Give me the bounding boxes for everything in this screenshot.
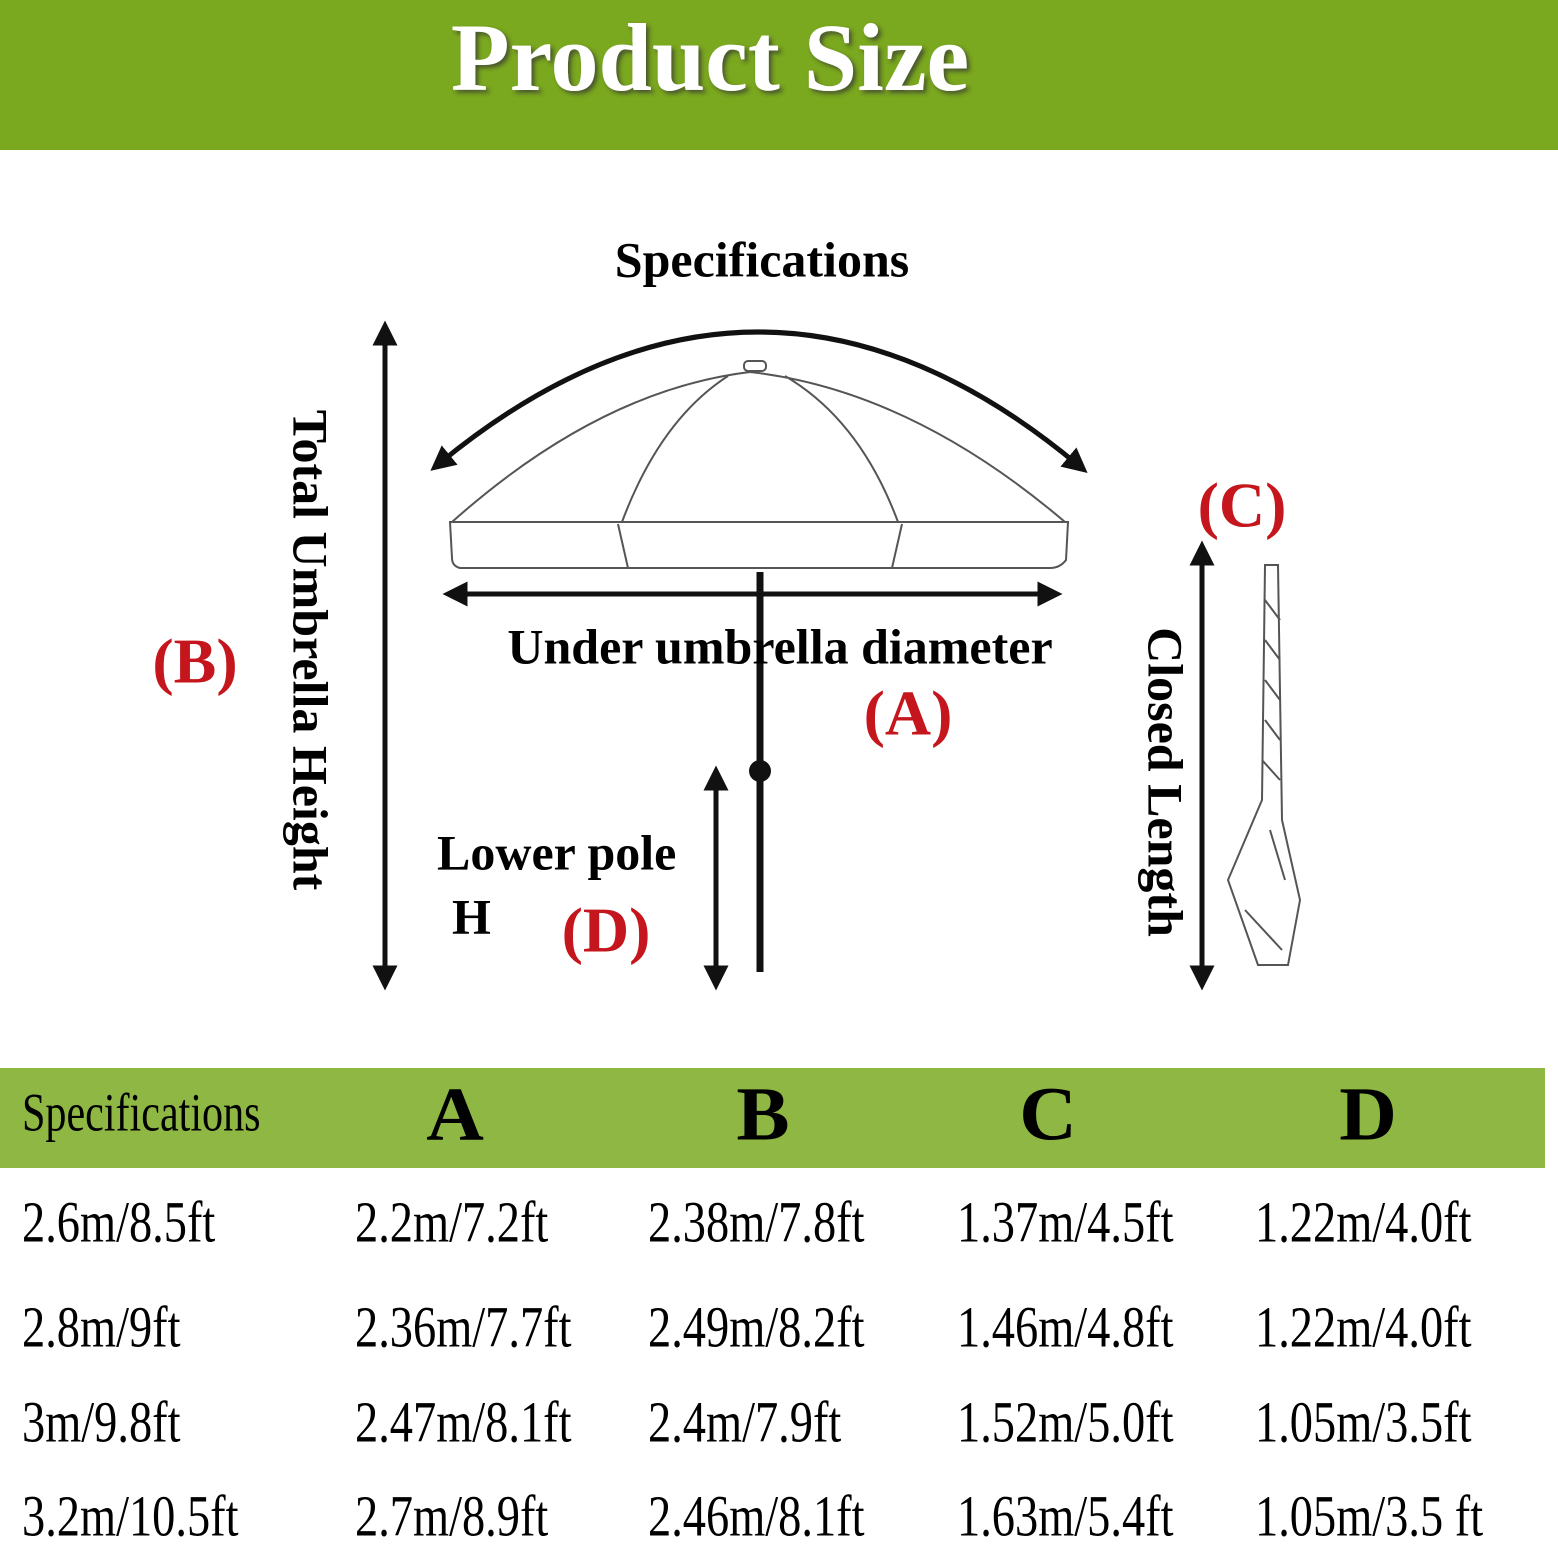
- table-cell: 1.22m/4.0ft: [1255, 1296, 1472, 1360]
- table-cell: 2.4m/7.9ft: [648, 1391, 842, 1455]
- diameter-marker: (A): [864, 678, 953, 749]
- diagram-title: Specifications: [615, 231, 909, 287]
- ribs: [621, 375, 899, 523]
- table-cell: 2.47m/8.1ft: [355, 1391, 572, 1455]
- valance: [448, 521, 1070, 569]
- table-cell: 1.52m/5.0ft: [957, 1391, 1174, 1455]
- arc-arrow: [430, 329, 1088, 473]
- table-cell: 2.7m/8.9ft: [355, 1485, 549, 1549]
- spec-table: Specifications A B C D 2.6m/8.5ft 2.2m/7.2ft 2.…: [22, 1072, 1483, 1548]
- table-cell: 2.8m/9ft: [22, 1296, 181, 1360]
- pole-joint: [749, 760, 771, 782]
- table-header-band: [0, 1068, 1545, 1168]
- lower-pole-marker: (D): [562, 895, 651, 966]
- closed-label: Closed Length: [1138, 627, 1194, 937]
- table-cell: 2.6m/8.5ft: [22, 1191, 216, 1255]
- table-cell: 2.2m/7.2ft: [355, 1191, 549, 1255]
- table-header-cell: D: [1339, 1072, 1397, 1156]
- table-header-cell: B: [736, 1072, 789, 1156]
- table-cell: 3.2m/10.5ft: [22, 1485, 239, 1549]
- table-cell: 2.38m/7.8ft: [648, 1191, 865, 1255]
- table-header-cell: Specifications: [22, 1084, 261, 1143]
- closed-marker: (C): [1198, 470, 1287, 541]
- umbrella-diagram: Specifications Total Umbrella Height (B)…: [152, 231, 1302, 991]
- page-title: Product Size: [451, 4, 969, 111]
- canopy: [449, 370, 1068, 523]
- table-header-cell: C: [1019, 1072, 1077, 1156]
- table-cell: 1.05m/3.5ft: [1255, 1391, 1472, 1455]
- table-header-cell: A: [426, 1072, 484, 1156]
- lower-pole-label-2: H: [452, 888, 491, 944]
- table-cell: 1.05m/3.5 ft: [1255, 1485, 1483, 1549]
- table-cell: 2.36m/7.7ft: [355, 1296, 572, 1360]
- table-cell: 2.49m/8.2ft: [648, 1296, 865, 1360]
- header-banner: [0, 0, 1558, 150]
- diameter-label: Under umbrella diameter: [507, 618, 1052, 674]
- lower-pole-label: Lower pole: [437, 824, 676, 880]
- table-cell: 1.46m/4.8ft: [957, 1296, 1174, 1360]
- closed-umbrella: [1226, 564, 1302, 966]
- height-label: Total Umbrella Height: [283, 410, 339, 891]
- table-cell: 3m/9.8ft: [22, 1391, 181, 1455]
- table-cell: 1.37m/4.5ft: [957, 1191, 1174, 1255]
- table-cell: 1.63m/5.4ft: [957, 1485, 1174, 1549]
- height-marker: (B): [152, 626, 237, 697]
- finial: [743, 360, 767, 372]
- table-cell: 1.22m/4.0ft: [1255, 1191, 1472, 1255]
- table-cell: 2.46m/8.1ft: [648, 1485, 865, 1549]
